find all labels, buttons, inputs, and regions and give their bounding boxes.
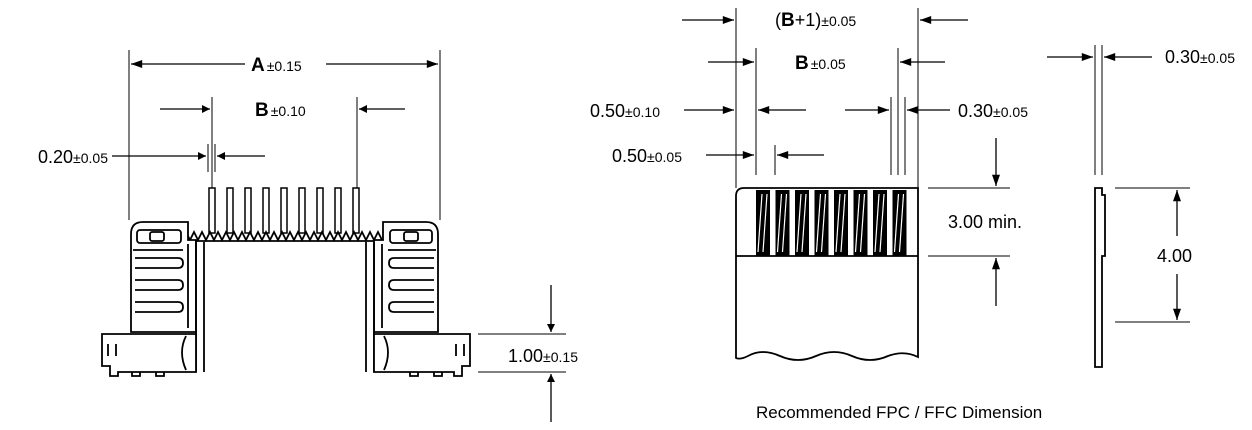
gap-label: 0.50±0.05 <box>612 146 682 166</box>
fpc-side-profile <box>1094 187 1106 368</box>
height-label: 1.00±0.15 <box>508 346 578 366</box>
pitch-label: 0.20±0.05 <box>38 147 108 167</box>
contact-zigzag <box>185 229 383 243</box>
right-housing <box>373 221 439 333</box>
left-housing <box>130 221 197 333</box>
length-label: 4.00 <box>1157 246 1192 266</box>
fpc-contact-fingers <box>756 190 907 256</box>
fpc-side-view: 0.30±0.05 4.00 <box>1047 45 1235 368</box>
connector-base <box>101 333 471 377</box>
thickness-label: 0.30±0.05 <box>1165 47 1235 67</box>
finger-label: 0.30±0.05 <box>958 101 1028 121</box>
dim-a-label: A ±0.15 <box>251 55 302 76</box>
connector-front-view: A ±0.15 B ±0.10 0.20±0.05 <box>38 50 578 422</box>
b-plus-label: (B+1)±0.05 <box>775 10 856 31</box>
fpc-front-view: (B+1)±0.05 B ±0.05 0.50±0.10 0.30±0.05 0.… <box>590 8 1042 422</box>
fpc-caption: Recommended FPC / FFC Dimension <box>756 403 1042 422</box>
edge-label: 0.50±0.10 <box>590 101 660 121</box>
min-len-label: 3.00 min. <box>948 212 1022 232</box>
contact-pins <box>208 187 360 234</box>
fpc-b-label: B ±0.05 <box>795 53 846 74</box>
dim-b-label: B ±0.10 <box>255 100 306 121</box>
